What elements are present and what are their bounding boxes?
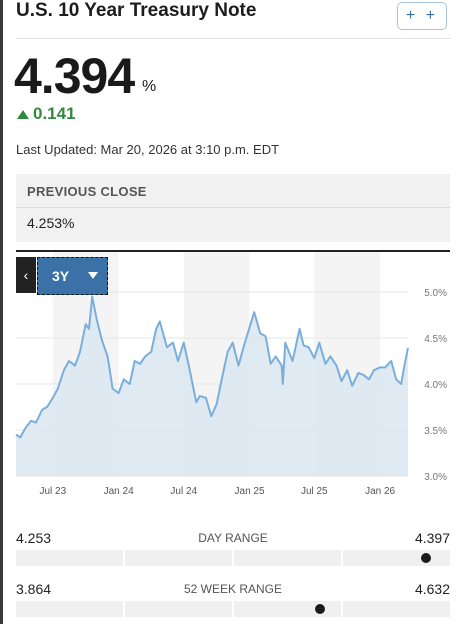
day-range-low: 4.253	[16, 530, 52, 546]
chart-top-rule	[16, 250, 450, 252]
range-selector-dropdown[interactable]: 3Y	[37, 257, 108, 295]
x-tick-label: Jul 25	[301, 486, 328, 497]
last-updated: Last Updated: Mar 20, 2026 at 3:10 p.m. …	[16, 142, 280, 157]
left-edge-rule	[0, 0, 3, 624]
y-axis-ticks: 5.0% 4.5% 4.0% 3.5% 3.0%	[424, 288, 447, 483]
day-range-marker	[420, 553, 431, 563]
price-change: 0.141	[17, 104, 76, 124]
range-selector-label: 3Y	[52, 268, 70, 284]
x-tick-label: Jan 26	[365, 486, 395, 497]
x-tick-label: Jan 25	[235, 486, 265, 497]
add-to-watchlist-button[interactable]: + +	[397, 2, 447, 30]
page-title: U.S. 10 Year Treasury Note	[16, 0, 257, 21]
x-tick-label: Jul 23	[39, 486, 66, 497]
series-line	[15, 295, 409, 439]
x-tick-label: Jan 24	[104, 486, 134, 497]
chevron-left-icon[interactable]: ‹	[16, 257, 36, 293]
price-change-value: 0.141	[33, 104, 76, 123]
y-tick-label: 3.5%	[424, 426, 447, 437]
day-range-label: DAY RANGE	[198, 531, 268, 545]
x-tick-label: Jul 24	[170, 486, 197, 497]
previous-close-divider	[16, 207, 450, 208]
week52-range-low: 3.864	[16, 581, 52, 597]
day-range-high: 4.397	[414, 530, 450, 546]
current-price: 4.394	[14, 48, 135, 104]
price-unit: %	[142, 78, 157, 95]
previous-close-value: 4.253%	[27, 215, 75, 231]
day-range-bar	[16, 550, 450, 566]
week52-range-bar	[16, 601, 450, 617]
week52-range-high: 4.632	[414, 581, 450, 597]
yield-chart: 5.0%4.5%4.0%3.5%3.0% Jul 23 Jan 24 Jul 24 J…	[15, 252, 447, 497]
y-tick-label: 4.5%	[424, 334, 447, 345]
series-area	[16, 296, 408, 476]
week52-range-marker	[314, 604, 325, 614]
y-tick-label: 5.0%	[424, 288, 447, 299]
y-tick-label: 3.0%	[424, 472, 447, 483]
previous-close-label: PREVIOUS CLOSE	[27, 184, 147, 199]
header-divider	[16, 38, 451, 39]
week52-range-label: 52 WEEK RANGE	[183, 582, 283, 596]
up-arrow-icon	[17, 109, 29, 119]
x-axis-ticks: Jul 23 Jan 24 Jul 24 Jan 25 Jul 25 Jan 26	[39, 486, 395, 497]
y-tick-label: 4.0%	[424, 380, 447, 391]
caret-down-icon	[88, 272, 98, 279]
previous-close-panel: PREVIOUS CLOSE 4.253%	[16, 174, 450, 242]
